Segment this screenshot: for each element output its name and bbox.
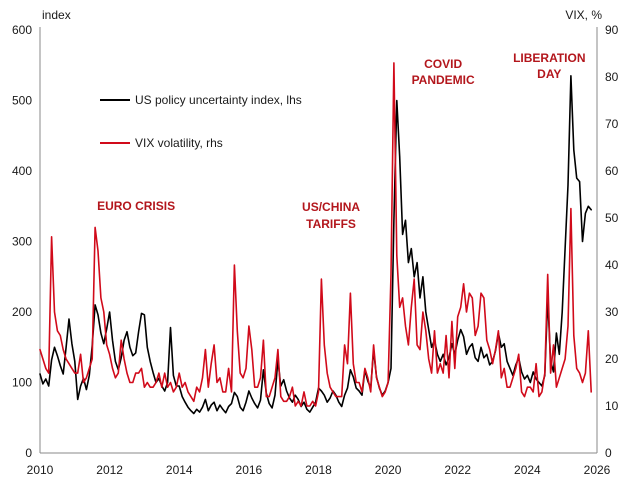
right-axis-tick-label: 0	[605, 446, 612, 460]
vix-line-swatch	[100, 142, 130, 144]
right-axis-tick-label: 20	[605, 352, 619, 366]
legend-item-vix: VIX volatility, rhs	[100, 136, 302, 150]
left-axis-tick-label: 500	[12, 94, 32, 108]
x-axis-tick-label: 2014	[166, 463, 193, 477]
left-axis-tick-label: 100	[12, 376, 32, 390]
x-axis-tick-label: 2012	[96, 463, 123, 477]
x-axis-tick-label: 2016	[236, 463, 263, 477]
x-axis-tick-label: 2026	[584, 463, 611, 477]
left-axis-tick-label: 200	[12, 305, 32, 319]
left-axis-tick-label: 400	[12, 164, 32, 178]
annotation-covid-pandemic: COVID PANDEMIC	[411, 57, 475, 88]
legend-item-epu: US policy uncertainty index, lhs	[100, 93, 302, 107]
series-line-vix	[39, 62, 593, 407]
legend-label-vix: VIX volatility, rhs	[135, 136, 223, 150]
annotation-euro-crisis: EURO CRISIS	[97, 199, 176, 214]
right-axis-tick-label: 60	[605, 164, 619, 178]
right-axis-title: VIX, %	[565, 8, 602, 22]
left-axis-tick-label: 300	[12, 235, 32, 249]
right-axis-tick-label: 90	[605, 23, 619, 37]
right-axis-tick-label: 40	[605, 258, 619, 272]
right-axis-tick-label: 30	[605, 305, 619, 319]
right-axis-tick-label: 10	[605, 399, 619, 413]
x-axis-tick-label: 2018	[305, 463, 332, 477]
legend-label-epu: US policy uncertainty index, lhs	[135, 93, 302, 107]
right-axis-tick-label: 70	[605, 117, 619, 131]
annotation-liberation-day: LIBERATION DAY	[513, 50, 586, 81]
left-axis-tick-label: 600	[12, 23, 32, 37]
right-axis-tick-label: 50	[605, 211, 619, 225]
right-axis-tick-label: 80	[605, 70, 619, 84]
x-axis-tick-label: 2022	[444, 463, 471, 477]
legend: US policy uncertainty index, lhs VIX vol…	[100, 93, 302, 179]
left-axis-title: index	[42, 8, 71, 22]
epu-line-swatch	[100, 99, 130, 101]
x-axis-tick-label: 2020	[375, 463, 402, 477]
left-axis-tick-label: 0	[25, 446, 32, 460]
x-axis-tick-label: 2024	[514, 463, 541, 477]
x-axis-tick-label: 2010	[27, 463, 54, 477]
annotation-us-china-tariffs: US/CHINA TARIFFS	[302, 200, 361, 231]
